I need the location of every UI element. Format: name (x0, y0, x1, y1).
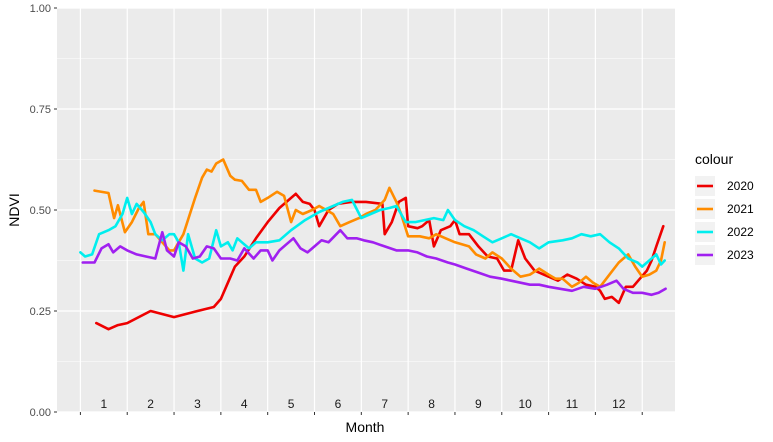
month-label: 12 (612, 397, 626, 411)
legend-title: colour (695, 151, 733, 167)
month-label: 11 (566, 397, 579, 411)
legend: colour 2020 2021 2022 2023 (695, 151, 754, 265)
month-label: 10 (519, 397, 533, 411)
legend-label-2021: 2021 (727, 202, 754, 216)
month-label: 3 (194, 397, 201, 411)
month-label: 5 (288, 397, 295, 411)
month-label: 7 (381, 397, 388, 411)
y-tick-label: 1.00 (30, 3, 51, 15)
y-axis-title: NDVI (6, 193, 22, 226)
y-tick-label: 0.25 (30, 306, 51, 318)
grid-lines (57, 7, 675, 413)
x-axis (79, 412, 643, 415)
month-label: 8 (428, 397, 435, 411)
month-label: 2 (147, 397, 154, 411)
series-line-2021 (93, 158, 666, 289)
series-lines (79, 158, 667, 331)
y-tick-label: 0.00 (30, 407, 51, 419)
month-label: 4 (241, 397, 248, 411)
month-label: 9 (475, 397, 482, 411)
x-axis-title: Month (346, 419, 385, 435)
series-line-2023 (81, 228, 667, 297)
y-tick-label: 0.75 (30, 104, 51, 116)
month-labels: 1 2 3 4 5 6 7 8 9 10 11 12 (100, 397, 625, 411)
legend-label-2022: 2022 (727, 225, 754, 239)
series-line-2022 (79, 196, 666, 272)
legend-label-2023: 2023 (727, 248, 754, 262)
month-label: 6 (335, 397, 342, 411)
y-axis: 0.00 0.25 0.50 0.75 1.00 (30, 3, 57, 419)
legend-label-2020: 2020 (727, 179, 754, 193)
month-label: 1 (100, 397, 107, 411)
y-tick-label: 0.50 (30, 205, 51, 217)
